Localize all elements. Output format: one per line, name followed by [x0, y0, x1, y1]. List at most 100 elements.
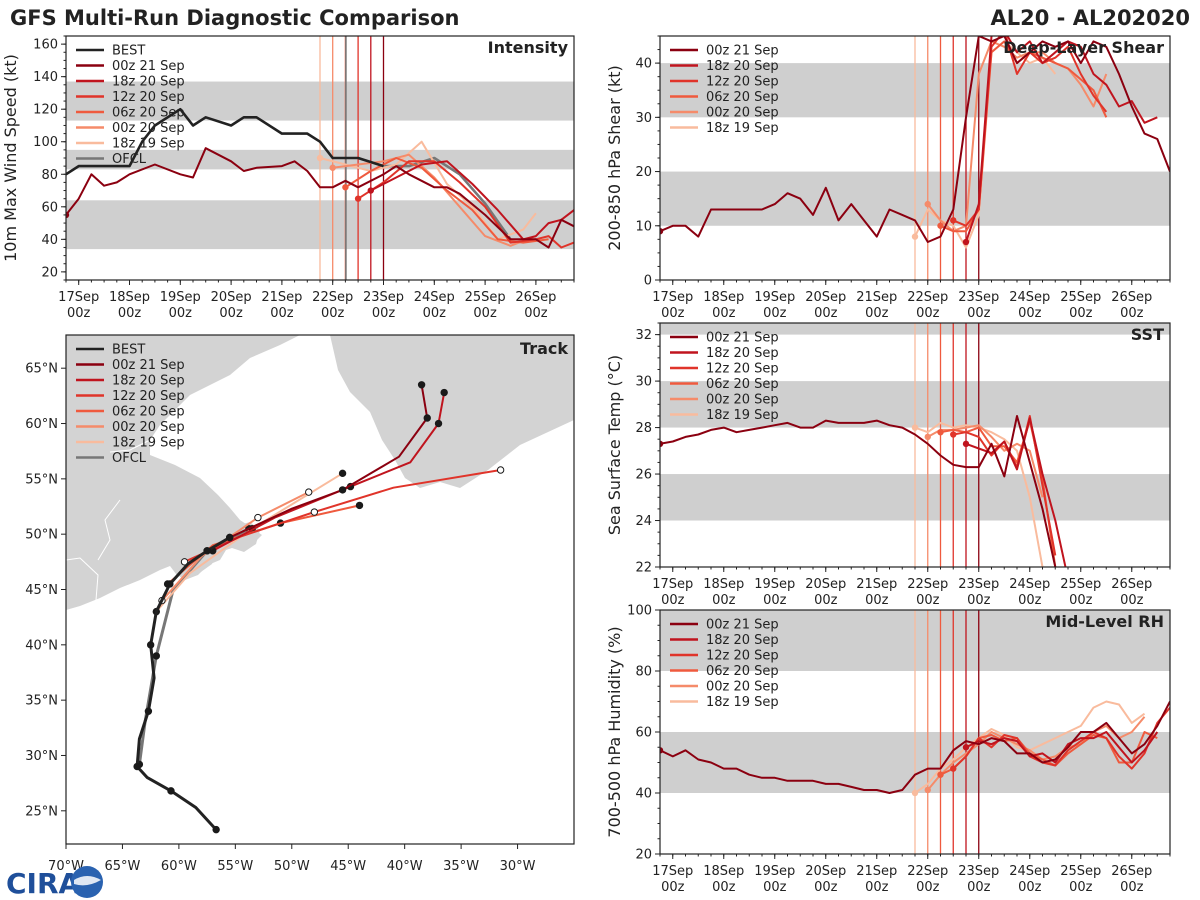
x-tick-label-hour: 00z	[865, 880, 889, 895]
sst-ylabel: Sea Surface Temp (°C)	[605, 355, 624, 535]
y-tick-label: 20	[635, 848, 652, 863]
track-point	[338, 486, 347, 494]
x-tick-label-day: 20Sep	[805, 864, 846, 879]
y-tick-label: 160	[33, 38, 58, 53]
y-tick-label: 26	[635, 468, 652, 483]
track-point	[133, 762, 141, 771]
x-tick-label: 60°W	[161, 859, 197, 874]
intensity-ylabel: 10m Max Wind Speed (kt)	[1, 54, 20, 262]
series-start-marker	[911, 233, 919, 240]
legend-label: 00z 21 Sep	[112, 59, 185, 74]
y-tick-label: 45°N	[25, 583, 58, 598]
x-tick-label-hour: 00z	[661, 880, 685, 895]
track-title: Track	[520, 339, 568, 358]
x-tick-label-hour: 00z	[814, 306, 838, 321]
series-start-marker	[924, 433, 931, 441]
x-tick-label-hour: 00z	[1018, 306, 1042, 321]
y-tick-label: 32	[635, 328, 652, 343]
track-18z-20-sep	[212, 392, 446, 552]
series-12z-20-sep	[952, 706, 1170, 770]
track-point	[496, 466, 505, 474]
x-tick-label-day: 22Sep	[312, 290, 353, 305]
x-tick-label-day: 24Sep	[1009, 864, 1050, 879]
x-tick-label-hour: 00z	[1069, 593, 1093, 608]
series-start-marker	[342, 184, 349, 191]
x-tick-label-hour: 00z	[712, 880, 736, 895]
y-tick-label: 35°N	[25, 694, 58, 709]
x-tick-label-day: 20Sep	[805, 290, 846, 305]
x-tick-label-day: 25Sep	[465, 290, 506, 305]
series-00z-21-sep	[660, 415, 1057, 567]
track-point	[254, 513, 262, 522]
legend-label: 18z 20 Sep	[706, 59, 779, 74]
track-point	[417, 381, 426, 389]
legend-label: 06z 20 Sep	[112, 106, 185, 121]
x-tick-label: 55°W	[217, 859, 253, 874]
legend-label: 00z 21 Sep	[706, 44, 779, 59]
x-tick-label-hour: 00z	[916, 306, 940, 321]
y-tick-label: 140	[33, 70, 58, 85]
x-tick-label: 70°W	[48, 859, 84, 874]
x-tick-label-day: 21Sep	[261, 290, 302, 305]
x-tick-label-hour: 00z	[321, 306, 345, 321]
x-tick-label-hour: 00z	[967, 593, 991, 608]
y-tick-label: 65°N	[25, 362, 58, 377]
track-panel: 70°W 65°W 60°W 55°W 50°W 45°W 40°W 35°W 30°W 25°…	[25, 334, 575, 874]
x-tick-label-day: 26Sep	[515, 290, 556, 305]
y-tick-label: 25°N	[25, 804, 58, 819]
series-start-marker	[950, 217, 957, 224]
x-tick-label-day: 21Sep	[856, 864, 897, 879]
y-tick-label: 40	[41, 233, 58, 248]
x-tick-label-day: 20Sep	[211, 290, 252, 305]
x-tick-label-day: 19Sep	[754, 577, 795, 592]
sst-title: SST	[1131, 325, 1164, 344]
y-tick-label: 50°N	[25, 528, 58, 543]
legend-label: 06z 20 Sep	[706, 90, 779, 105]
x-tick-label-hour: 00z	[1069, 880, 1093, 895]
shear-title: Deep-Layer Shear	[1003, 38, 1164, 57]
x-tick-label-hour: 00z	[372, 306, 396, 321]
y-tick-label: 60	[41, 200, 58, 215]
x-tick-label-day: 23Sep	[363, 290, 404, 305]
x-tick-label-day: 23Sep	[958, 290, 999, 305]
legend-label: OFCL	[112, 451, 147, 466]
x-tick-label-hour: 00z	[967, 306, 991, 321]
legend-label: 12z 20 Sep	[706, 362, 779, 377]
track-00z-21-sep	[229, 384, 429, 539]
x-tick-label-day: 24Sep	[1009, 577, 1050, 592]
x-tick-label-hour: 00z	[473, 306, 497, 321]
x-tick-label-hour: 00z	[967, 880, 991, 895]
x-tick-label-day: 19Sep	[160, 290, 201, 305]
x-tick-label-day: 18Sep	[703, 864, 744, 879]
legend-label: 00z 20 Sep	[706, 106, 779, 121]
y-tick-label: 30	[635, 375, 652, 390]
series-start-marker	[911, 424, 919, 431]
rh-title: Mid-Level RH	[1045, 612, 1164, 631]
series-start-marker	[950, 765, 957, 772]
y-tick-label: 10	[635, 219, 652, 234]
cira-logo: CIRA	[6, 866, 103, 900]
y-tick-label: 24	[635, 514, 652, 529]
legend-label: 12z 20 Sep	[706, 649, 779, 664]
x-tick-label-hour: 00z	[763, 880, 787, 895]
y-tick-label: 30°N	[25, 749, 58, 764]
x-tick-label-hour: 00z	[219, 306, 243, 321]
series-18z-20-sep	[965, 417, 1067, 567]
x-tick-label-hour: 00z	[524, 306, 548, 321]
x-tick-label: 40°W	[387, 859, 423, 874]
x-tick-label-day: 17Sep	[652, 864, 693, 879]
series-00z-21-sep	[660, 36, 1170, 243]
x-tick-label: 30°W	[500, 859, 536, 874]
x-tick-label-day: 22Sep	[907, 577, 948, 592]
x-tick-label-day: 26Sep	[1111, 864, 1152, 879]
x-tick-label: 35°W	[443, 859, 479, 874]
x-tick-label-hour: 00z	[916, 593, 940, 608]
x-tick-label-hour: 00z	[712, 593, 736, 608]
series-start-marker	[911, 789, 919, 797]
storm-id: AL20 - AL202020	[991, 6, 1191, 30]
x-tick-label-hour: 00z	[1120, 593, 1144, 608]
x-tick-label-hour: 00z	[661, 593, 685, 608]
